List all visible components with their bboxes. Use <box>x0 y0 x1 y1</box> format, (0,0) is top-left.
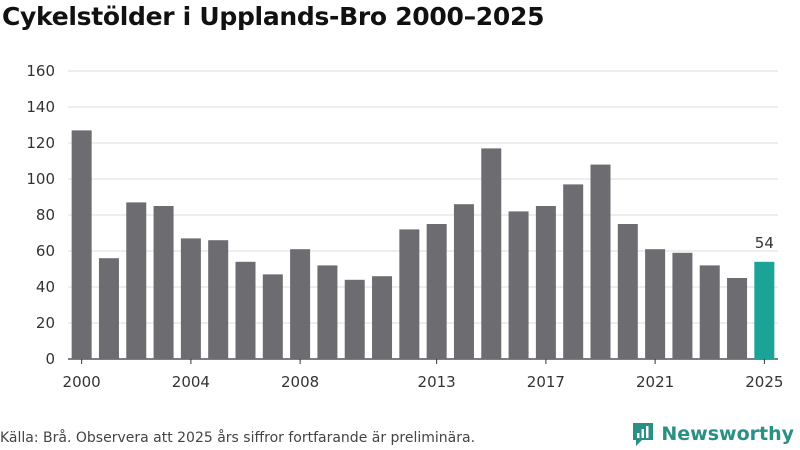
x-tick-label: 2025 <box>745 373 783 391</box>
y-tick-label: 60 <box>36 242 55 260</box>
bar-2024 <box>727 278 748 359</box>
bar-2010 <box>344 279 365 359</box>
bar-2011 <box>372 276 393 359</box>
x-tick-label: 2021 <box>636 373 674 391</box>
brand-name: Newsworthy <box>661 423 794 445</box>
newsworthy-logo-icon <box>633 423 654 446</box>
x-tick-label: 2000 <box>63 373 101 391</box>
y-tick-label: 0 <box>45 350 55 368</box>
y-tick-label: 40 <box>36 278 55 296</box>
bar-2013 <box>426 224 447 359</box>
bar-2021 <box>645 249 666 359</box>
bar-2007 <box>262 274 283 359</box>
bar-2019 <box>590 164 611 359</box>
bar-2008 <box>290 249 311 359</box>
x-tick-label: 2008 <box>281 373 319 391</box>
bar-2009 <box>317 265 338 359</box>
source-note: Källa: Brå. Observera att 2025 års siffr… <box>0 430 476 446</box>
y-tick-label: 120 <box>26 134 55 152</box>
bar-2002 <box>126 202 147 359</box>
bar-2018 <box>563 184 584 359</box>
x-tick-label: 2004 <box>172 373 210 391</box>
y-tick-label: 140 <box>26 98 55 116</box>
bar-2015 <box>481 148 502 359</box>
bar-2020 <box>617 224 638 359</box>
x-tick-label: 2013 <box>418 373 456 391</box>
bar-2022 <box>672 252 693 359</box>
y-tick-label: 160 <box>26 62 55 80</box>
bar-2012 <box>399 229 420 359</box>
y-tick-label: 80 <box>36 206 55 224</box>
data-label-2025: 54 <box>755 234 774 252</box>
bar-2003 <box>153 206 174 359</box>
bar-2023 <box>699 265 720 359</box>
bar-2025 <box>754 261 775 359</box>
bar-2005 <box>208 240 229 359</box>
x-tick-label: 2017 <box>527 373 565 391</box>
x-axis-ticks: 2000 2004 2008 2013 2017 2021 2025 <box>63 359 783 391</box>
bar-2004 <box>180 238 201 359</box>
brand: Newsworthy <box>631 421 794 447</box>
y-tick-label: 20 <box>36 314 55 332</box>
bar-2014 <box>453 204 474 359</box>
bar-2017 <box>535 206 556 359</box>
chart-title: Cykelstölder i Upplands-Bro 2000–2025 <box>2 2 545 31</box>
data-labels: 54 <box>755 234 774 252</box>
bar-2001 <box>98 258 119 359</box>
bars <box>71 130 775 359</box>
bar-2016 <box>508 211 529 359</box>
y-axis-ticks: 0 20 40 60 80 100 120 140 160 <box>26 62 55 368</box>
bar-2000 <box>71 130 92 359</box>
y-tick-label: 100 <box>26 170 55 188</box>
gridlines <box>68 70 778 360</box>
bar-2006 <box>235 261 256 359</box>
